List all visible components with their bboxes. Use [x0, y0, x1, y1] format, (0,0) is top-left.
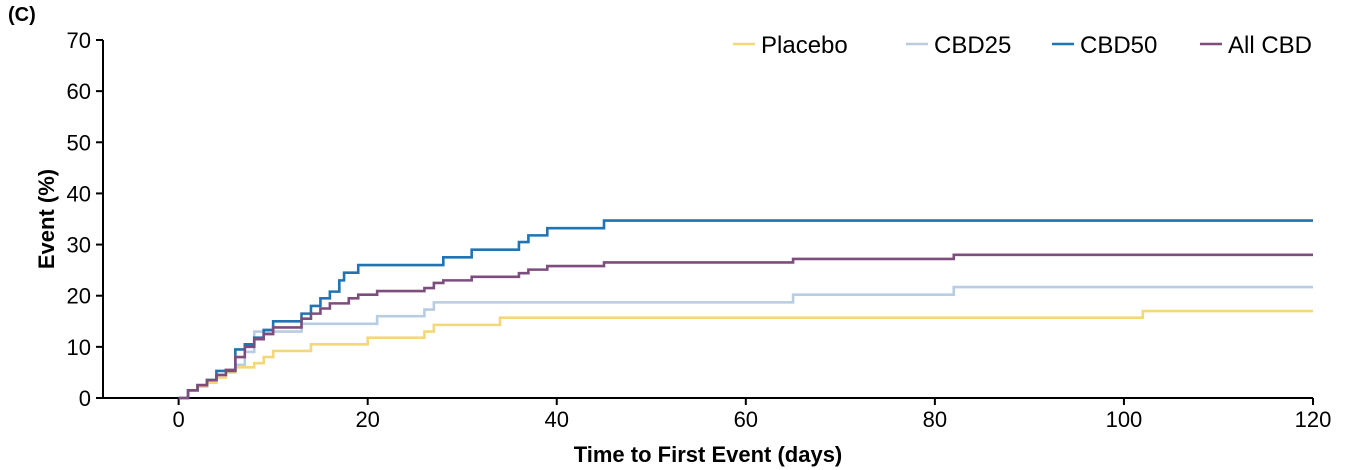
- y-tick-label: 50: [67, 130, 91, 155]
- x-tick-label: 20: [355, 407, 379, 432]
- y-tick-label: 40: [67, 181, 91, 206]
- legend-label: Placebo: [761, 32, 848, 59]
- y-tick-label: 10: [67, 335, 91, 360]
- legend: Placebo CBD25 CBD50 All CBD: [733, 32, 1312, 59]
- y-tick-label: 20: [67, 284, 91, 309]
- y-axis-title: Event (%): [34, 169, 59, 269]
- y-tick-label: 60: [67, 79, 91, 104]
- series-line-all-cbd: [178, 253, 1313, 400]
- y-tick-label: 30: [67, 233, 91, 258]
- x-tick-label: 40: [545, 407, 569, 432]
- legend-label: CBD50: [1080, 32, 1157, 59]
- series-layer: [178, 219, 1313, 400]
- legend-label: All CBD: [1228, 32, 1312, 59]
- x-tick-label: 60: [734, 407, 758, 432]
- x-tick-label: 80: [923, 407, 947, 432]
- x-tick-label: 120: [1295, 407, 1332, 432]
- x-axis: 0 20 40 60 80 100 120: [103, 397, 1332, 432]
- series-line-cbd50: [178, 219, 1313, 400]
- y-tick-label: 0: [79, 386, 91, 411]
- x-axis-title: Time to First Event (days): [574, 442, 843, 467]
- y-axis: 0 10 20 30 40 50 60 70: [67, 28, 104, 411]
- panel-label: (C): [8, 4, 36, 26]
- y-tick-label: 70: [67, 28, 91, 53]
- x-tick-label: 100: [1106, 407, 1143, 432]
- legend-label: CBD25: [934, 32, 1011, 59]
- x-tick-label: 0: [173, 407, 185, 432]
